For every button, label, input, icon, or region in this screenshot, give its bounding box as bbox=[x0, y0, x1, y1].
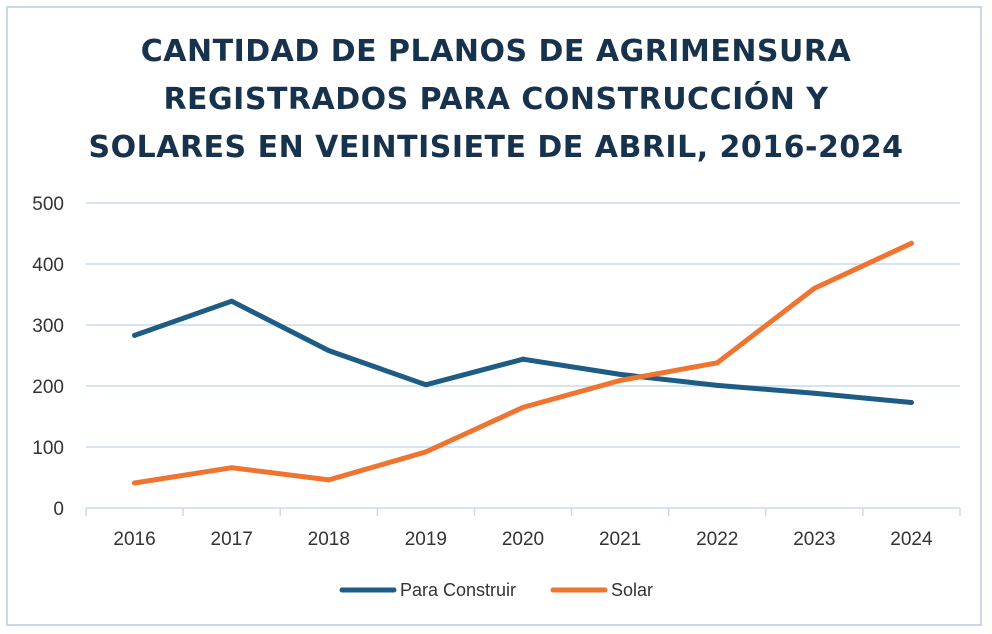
data-point bbox=[520, 356, 526, 362]
data-point bbox=[714, 360, 720, 366]
x-tick-label: 2020 bbox=[502, 529, 544, 550]
data-point bbox=[326, 477, 332, 483]
data-point bbox=[714, 382, 720, 388]
legend-label: Solar bbox=[611, 580, 653, 600]
x-tick-label: 2019 bbox=[405, 529, 447, 550]
data-point bbox=[132, 332, 138, 338]
x-tick-label: 2016 bbox=[113, 529, 155, 550]
data-point bbox=[229, 298, 235, 304]
legend-label: Para Construir bbox=[400, 580, 516, 600]
series-line-para-construir bbox=[132, 298, 914, 405]
y-tick-label: 300 bbox=[32, 316, 64, 337]
data-point bbox=[423, 449, 429, 455]
data-point bbox=[811, 390, 817, 396]
y-tick-label: 200 bbox=[32, 377, 64, 398]
gridlines bbox=[86, 202, 960, 448]
series-lines bbox=[132, 240, 914, 486]
data-point bbox=[617, 378, 623, 384]
chart-frame bbox=[6, 6, 982, 626]
y-tick-label: 0 bbox=[53, 499, 64, 520]
y-tick-label: 500 bbox=[32, 194, 64, 215]
x-tick-label: 2018 bbox=[308, 529, 350, 550]
data-point bbox=[811, 285, 817, 291]
y-tick-label: 400 bbox=[32, 255, 64, 276]
x-tick-label: 2017 bbox=[211, 529, 253, 550]
data-point bbox=[617, 371, 623, 377]
chart-title-line-1: CANTIDAD DE PLANOS DE AGRIMENSURA bbox=[140, 34, 852, 69]
chart-title: CANTIDAD DE PLANOS DE AGRIMENSURA REGIST… bbox=[0, 28, 992, 172]
x-axis bbox=[85, 507, 961, 516]
y-tick-label: 100 bbox=[32, 438, 64, 459]
data-point bbox=[423, 382, 429, 388]
data-point bbox=[132, 480, 138, 486]
data-point bbox=[229, 465, 235, 471]
x-tick-label: 2022 bbox=[696, 529, 738, 550]
legend: Para Construir Solar bbox=[339, 580, 653, 600]
data-point bbox=[908, 240, 914, 246]
chart-title-line-2: REGISTRADOS PARA CONSTRUCCIÓN Y bbox=[163, 82, 829, 117]
x-tick-label: 2021 bbox=[599, 529, 641, 550]
x-axis-ticks: 2016 2017 2018 2019 2020 2021 2022 2023 2024 bbox=[113, 529, 933, 550]
data-point bbox=[326, 348, 332, 354]
y-axis-ticks: 0 100 200 300 400 500 bbox=[32, 194, 64, 520]
data-point bbox=[908, 399, 914, 405]
chart-title-line-3: SOLARES EN VEINTISIETE DE ABRIL, 2016-20… bbox=[88, 130, 904, 165]
data-point bbox=[520, 404, 526, 410]
x-tick-label: 2023 bbox=[793, 529, 835, 550]
x-tick-label: 2024 bbox=[890, 529, 933, 550]
